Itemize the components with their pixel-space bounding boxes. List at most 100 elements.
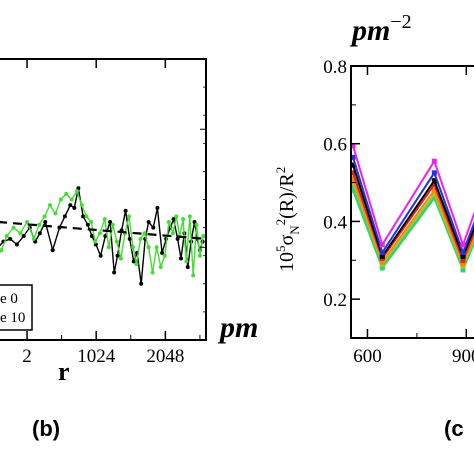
data-point	[89, 234, 94, 239]
legend-box	[0, 284, 33, 331]
panel-b-label: (b)	[32, 416, 60, 441]
data-point	[201, 234, 206, 239]
data-point	[69, 197, 74, 202]
data-point	[460, 250, 466, 256]
panel-c-y-axis-label: 105σN2(R)/R2	[273, 167, 302, 272]
data-point	[43, 219, 48, 224]
data-point	[110, 222, 115, 227]
data-point	[123, 208, 128, 213]
data-point	[37, 222, 42, 227]
panel-c-label: (c	[444, 416, 464, 441]
data-point	[97, 231, 102, 236]
panel-b-legend: e 0 e 10	[0, 284, 33, 331]
data-point	[379, 253, 385, 259]
data-point	[131, 259, 136, 264]
data-point	[350, 176, 356, 182]
y-tick-label: 0.4	[323, 212, 347, 233]
x-tick-label: 1024	[77, 346, 116, 367]
data-point	[112, 270, 117, 275]
panel-b-x-axis-label: r	[58, 357, 70, 386]
data-point	[98, 253, 103, 258]
x-tick-label: 2	[22, 346, 32, 367]
data-point	[179, 256, 184, 261]
data-point	[72, 205, 77, 210]
data-point	[187, 214, 192, 219]
data-point	[350, 143, 356, 149]
data-point	[431, 170, 437, 176]
panel-c-unit-label: pm−2	[349, 11, 412, 47]
data-point	[350, 154, 356, 160]
panel-b-unit-label: pm	[217, 311, 258, 344]
data-point	[106, 245, 111, 250]
x-tick-label: 600	[353, 346, 382, 367]
data-point	[431, 191, 437, 197]
data-point	[114, 239, 119, 244]
data-point	[194, 222, 199, 227]
data-point	[8, 236, 13, 241]
panel-c-ticks: 0.2 0.4 0.6 0.8 600 900	[323, 57, 474, 367]
data-point	[127, 236, 132, 241]
data-point	[14, 242, 19, 247]
data-point	[62, 214, 67, 219]
data-point	[431, 178, 437, 184]
data-point	[158, 264, 163, 269]
data-point	[18, 231, 23, 236]
data-point	[350, 170, 356, 176]
data-point	[42, 214, 47, 219]
data-point	[155, 205, 160, 210]
panel-b: 2 1024 2048 e 0 e 10 r pm (b)	[0, 58, 258, 441]
data-point	[379, 259, 385, 265]
data-point	[11, 225, 16, 230]
data-point	[134, 262, 139, 267]
data-point	[184, 259, 189, 264]
data-point	[174, 214, 179, 219]
data-point	[350, 183, 356, 189]
series-line-1	[0, 188, 204, 284]
legend-entry-1: e 0	[0, 291, 18, 307]
panel-c: pm−2 0.2 0.4 0.6 0.8 600 900 105σN2(R)/R2 (c	[273, 11, 474, 441]
data-point	[162, 253, 167, 258]
data-point	[131, 245, 136, 250]
data-point	[25, 219, 30, 224]
data-point	[142, 231, 147, 236]
data-point	[89, 219, 94, 224]
panel-b-series	[0, 186, 206, 286]
data-point	[170, 231, 175, 236]
data-point	[53, 211, 58, 216]
data-point	[460, 257, 466, 263]
data-point	[175, 236, 180, 241]
panel-c-series	[350, 143, 474, 273]
data-point	[379, 242, 385, 248]
data-point	[138, 236, 143, 241]
data-point	[93, 239, 98, 244]
data-point	[431, 158, 437, 164]
data-point	[350, 187, 356, 193]
data-point	[50, 248, 55, 253]
data-point	[379, 250, 385, 256]
data-point	[118, 256, 123, 261]
data-point	[75, 189, 80, 194]
data-point	[102, 217, 107, 222]
panel-c-frame	[350, 65, 474, 339]
data-point	[84, 214, 89, 219]
x-tick-label: 900	[452, 346, 474, 367]
y-tick-label: 0.8	[323, 57, 347, 78]
trend-line	[0, 221, 206, 240]
data-point	[150, 270, 155, 275]
y-tick-label: 0.2	[323, 290, 347, 311]
data-point	[460, 253, 466, 259]
data-point	[192, 219, 197, 224]
data-point	[350, 162, 356, 168]
data-point	[185, 264, 190, 269]
panel-b-ticks: 2 1024 2048	[22, 59, 206, 367]
data-point	[64, 191, 69, 196]
data-point	[85, 222, 90, 227]
data-point	[431, 187, 437, 193]
data-point	[31, 236, 36, 241]
x-tick-label: 2048	[146, 346, 184, 367]
data-point	[197, 253, 202, 258]
data-point	[127, 214, 132, 219]
data-point	[139, 281, 144, 286]
data-point	[58, 197, 63, 202]
